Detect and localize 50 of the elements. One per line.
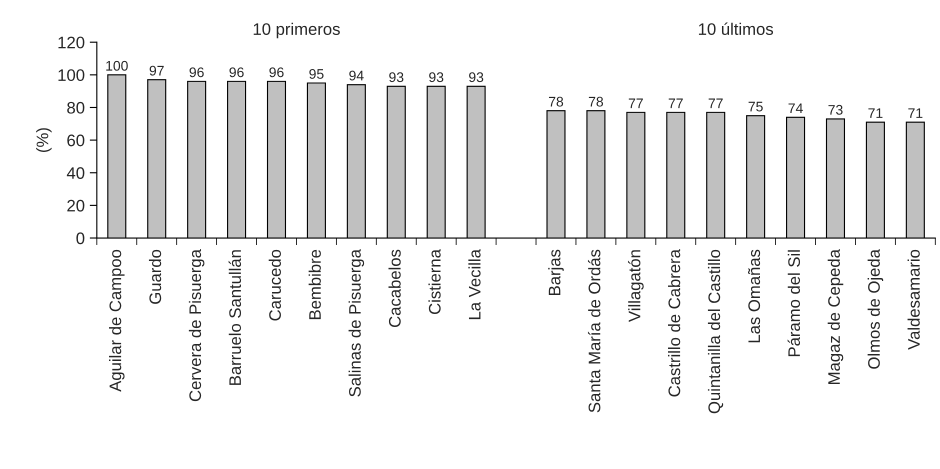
- y-tick-label: 120: [58, 36, 84, 48]
- data-label: 94: [349, 70, 364, 80]
- x-tick-label: Magaz de Cepeda: [828, 249, 844, 384]
- data-label: 93: [389, 72, 404, 82]
- data-label: 73: [828, 104, 843, 115]
- data-label: 78: [548, 96, 564, 107]
- x-tick-label: Páramo del Sil: [788, 250, 800, 356]
- data-label: 96: [229, 67, 244, 78]
- y-tick-label: 20: [67, 200, 84, 212]
- text: 10 últimos: [698, 22, 774, 35]
- data-label: 93: [429, 72, 444, 82]
- x-tick-label: Barjas: [548, 250, 564, 295]
- data-label: 97: [150, 66, 164, 76]
- data-label: 74: [788, 103, 803, 113]
- data-label: 75: [748, 102, 763, 112]
- x-tick-label: Bembibre: [308, 250, 321, 320]
- data-label: 77: [668, 98, 683, 108]
- x-tick-label: Las Omañas: [748, 250, 760, 342]
- y-axis-title: (%): [36, 128, 52, 152]
- x-tick-label: La Vecilla: [468, 249, 481, 320]
- x-tick-label: Salinas de Pisuerga: [348, 249, 364, 397]
- x-tick-label: Villagatón: [628, 250, 644, 322]
- x-tick-label: Castrillo de Cabrera: [668, 249, 680, 396]
- y-tick-label: 0: [76, 232, 84, 244]
- x-tick-label: Olmos de Ojeda: [868, 249, 884, 369]
- data-label: 71: [868, 108, 882, 118]
- data-label: 77: [708, 98, 723, 108]
- data-label: 93: [469, 72, 484, 82]
- data-label: 95: [309, 69, 324, 79]
- y-tick-label: 60: [67, 134, 84, 146]
- y-tick-label: 40: [66, 167, 84, 179]
- data-label: 71: [908, 108, 922, 118]
- x-tick-label: Valdesamario: [908, 250, 920, 350]
- text: 10 primeros: [254, 22, 340, 38]
- x-tick-label: Santa María de Ordás: [588, 250, 600, 412]
- data-label: 96: [190, 67, 204, 78]
- y-tick-label: 100: [58, 69, 84, 82]
- x-tick-label: Guardo: [148, 250, 162, 304]
- x-tick-label: Quintanilla del Castillo: [708, 250, 724, 414]
- x-tick-label: Cistierna: [428, 249, 441, 314]
- x-tick-label: Carucedo: [268, 250, 281, 321]
- y-tick-label: 80: [67, 102, 84, 114]
- data-label: 96: [269, 67, 284, 78]
- x-tick-label: Barruelo Santullán: [228, 250, 242, 385]
- data-label: 77: [628, 98, 643, 108]
- x-tick-label: Cacabelos: [388, 250, 401, 328]
- data-label: 78: [588, 96, 604, 107]
- x-tick-label: Aguilar de Campoo: [109, 250, 125, 392]
- data-label: 100: [106, 60, 128, 71]
- x-tick-label: Cervera de Pisuerga: [188, 249, 204, 402]
